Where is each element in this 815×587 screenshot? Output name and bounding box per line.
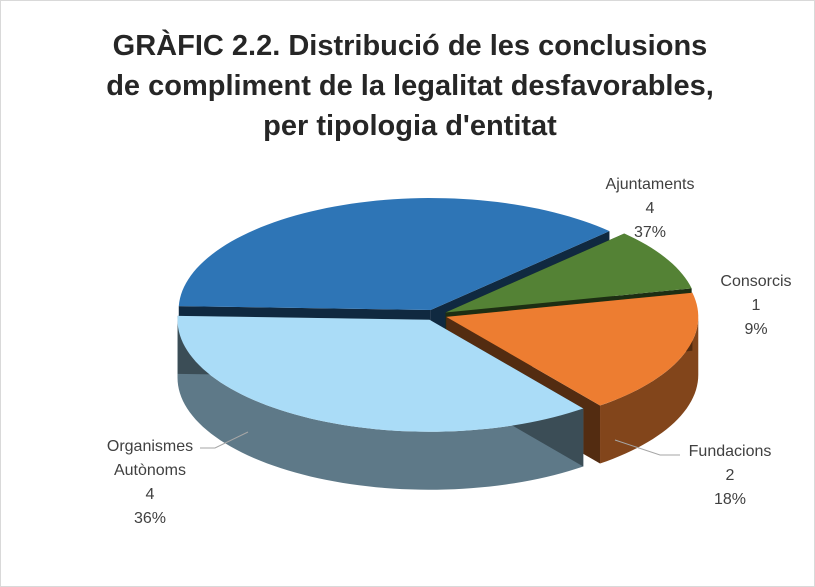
data-label: Organismes Autònoms 4 36% xyxy=(100,435,200,531)
leader-line xyxy=(200,431,249,449)
slice xyxy=(177,315,584,432)
slice xyxy=(445,233,692,313)
data-label: Ajuntaments 4 37% xyxy=(580,173,720,245)
slice-side xyxy=(177,319,584,490)
pie xyxy=(177,198,699,490)
chart-title: GRÀFIC 2.2. Distribució de les conclusio… xyxy=(106,30,714,142)
label-line: 36% xyxy=(133,510,167,527)
label-line: Ajuntaments xyxy=(605,176,695,193)
label-line: 4 xyxy=(645,200,655,217)
data-label: Fundacions 2 18% xyxy=(660,440,800,512)
slice xyxy=(178,198,610,311)
label-line: Organismes Autònoms xyxy=(106,438,194,479)
label-line: 9% xyxy=(744,321,768,338)
leader-line xyxy=(614,439,680,456)
label-line: 4 xyxy=(145,486,155,503)
slice xyxy=(446,292,699,406)
label-line: Fundacions xyxy=(688,443,772,460)
data-label: Consorcis 1 9% xyxy=(686,270,815,342)
label-line: 1 xyxy=(751,297,761,314)
label-line: 37% xyxy=(633,224,667,241)
label-line: 18% xyxy=(713,491,747,508)
label-line: 2 xyxy=(725,467,735,484)
slice-side xyxy=(600,316,699,464)
label-line: Consorcis xyxy=(720,273,792,290)
